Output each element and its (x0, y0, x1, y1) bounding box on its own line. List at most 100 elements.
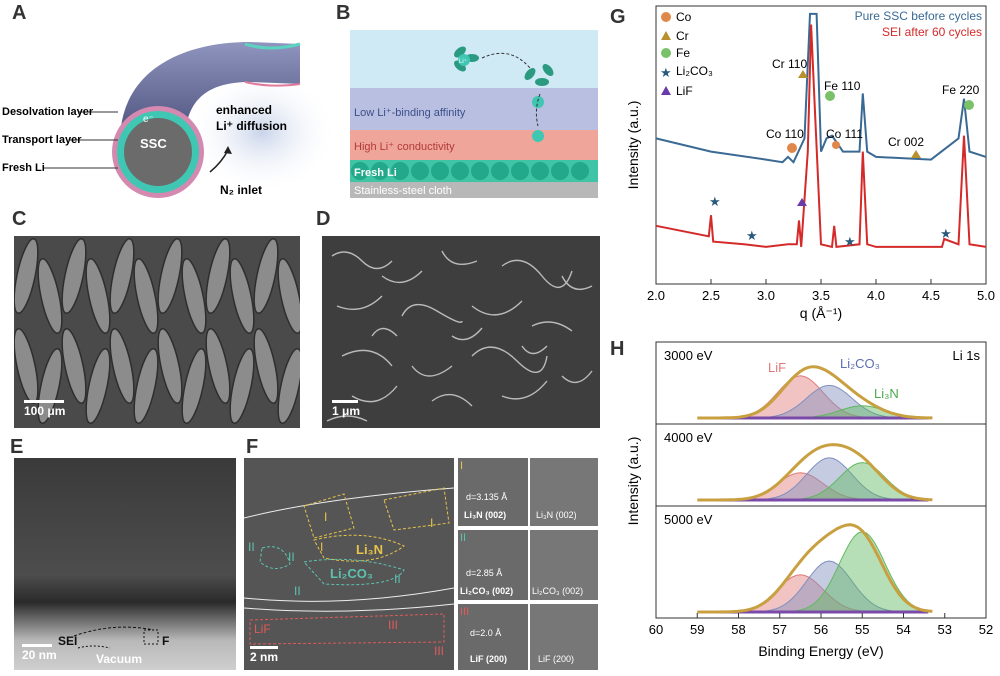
g-xtick-label: 3.5 (812, 288, 830, 303)
panel-e-scale-bar: 20 nm (22, 644, 57, 662)
lif-label: LiF (254, 622, 271, 636)
g-marker-lif (797, 198, 807, 206)
g-anno-cr002: Cr 002 (888, 135, 924, 149)
inset-plane-i: Li₃N (002) (464, 510, 507, 520)
g-marker-star-1: ★ (709, 194, 721, 209)
panel-c-sem-image: 100 μm (14, 236, 300, 428)
g-legend-star: ★ (660, 65, 672, 80)
region-iii-label-2: III (434, 644, 445, 658)
g-anno-fe110: Fe 110 (824, 79, 861, 93)
g-xtick-label: 5.0 (977, 288, 995, 303)
g-legend-cr: Cr (676, 29, 689, 43)
h-xtick-label: 60 (649, 622, 663, 637)
h-comp-li2co3: Li₂CO₃ (840, 356, 880, 371)
li2co3-label: Li₂CO₃ (330, 566, 373, 581)
h-xtick-label: 57 (773, 622, 787, 637)
region-i-label-2: I (430, 516, 434, 530)
li3n-label: Li₃N (356, 542, 383, 557)
g-xtick-label: 3.0 (757, 288, 775, 303)
g-legend-li2co3: Li₂CO₃ (676, 64, 713, 78)
g-marker-star-3: ★ (844, 234, 856, 249)
fresh-li-label: Fresh Li (2, 162, 45, 174)
inset-plane-ii: Li₂CO₃ (002) (460, 586, 514, 596)
h-envelope-fit (697, 365, 933, 420)
h-ylabel: Intensity (a.u.) (625, 437, 641, 526)
f-region-label: F (162, 634, 170, 648)
inset-roman-i: I (460, 460, 464, 472)
panel-h-chart: 60 59 58 57 56 55 54 53 52 3000 eV 4000 eV 5000 … (625, 341, 993, 659)
g-anno-cr110: Cr 110 (772, 57, 807, 71)
inset-fft-i: Li₃N (002) (530, 458, 598, 526)
inset-fft-iii: LiF (200) (530, 604, 598, 670)
ssc-label: SSC (140, 136, 167, 151)
transport-label: Transport layer (2, 134, 82, 146)
panel-letter-d: D (316, 208, 331, 230)
inset-d-spacing-iii: d=2.0 Å (470, 628, 502, 638)
inset-fft-label-iii: LiF (200) (538, 654, 575, 664)
region-ii-label-4: II (394, 572, 401, 586)
panel-b-schematic: Li⁺ Low Li⁺-binding affinity High Li⁺ co… (350, 30, 598, 198)
inset-roman-ii: II (460, 532, 467, 544)
inset-plane-iii: LiF (200) (470, 654, 508, 664)
inset-lattice-i: I d=3.135 Å Li₃N (002) (458, 458, 528, 526)
inset-fft-ii: Li₂CO₃ (002) (530, 530, 598, 600)
region-ii-label-2: II (288, 550, 295, 564)
panel-letter-g: G (610, 6, 626, 28)
h-comp-lif: LiF (768, 360, 786, 375)
inset-fft-label-ii: Li₂CO₃ (002) (532, 586, 584, 596)
inset-d-spacing-ii: d=2.85 Å (466, 568, 503, 578)
region-i-label-1: I (324, 510, 328, 524)
inset-roman-iii: III (460, 606, 470, 618)
inset-lattice-ii: II d=2.85 Å Li₂CO₃ (002) (458, 530, 528, 600)
g-xtick-label: 2.0 (647, 288, 665, 303)
h-xlabel: Binding Energy (eV) (758, 643, 883, 659)
g-anno-fe220: Fe 220 (942, 83, 980, 97)
h-xtick-label: 52 (979, 622, 993, 637)
electron-label: e⁻ (143, 114, 154, 125)
vacuum-label: Vacuum (96, 652, 143, 666)
g-anno-co111: Co 111 (826, 127, 863, 141)
panel-letter-a: A (12, 2, 27, 24)
h-comp-li3n: Li₃N (874, 386, 899, 401)
panel-f-scale-bar: 2 nm (250, 646, 278, 664)
g-anno-co110: Co 110 (766, 127, 804, 141)
h-xtick-label: 58 (731, 622, 745, 637)
h-envelope-fit (697, 523, 933, 614)
n2-inlet-label: N₂ inlet (220, 183, 262, 197)
inset-lattice-iii: III d=2.0 Å LiF (200) (458, 604, 528, 670)
g-marker-star-4: ★ (940, 226, 952, 241)
panel-letter-h: H (610, 338, 625, 360)
h-xtick-label: 54 (896, 622, 910, 637)
g-series-line-0 (655, 12, 987, 164)
h-xtick-label: 53 (938, 622, 952, 637)
low-affinity-label: Low Li⁺-binding affinity (354, 107, 466, 119)
panel-d-sem-image: 1 μm (322, 236, 600, 428)
g-legend-fe: Fe (676, 46, 690, 60)
g-xlabel: q (Å⁻¹) (800, 305, 842, 321)
g-series-blue-label: Pure SSC before cycles (855, 9, 982, 23)
g-xtick-label: 2.5 (702, 288, 720, 303)
h-xtick-label: 55 (855, 622, 869, 637)
h-li1s-label: Li 1s (953, 348, 981, 363)
li-ion-label: Li⁺ (459, 58, 467, 65)
inset-d-spacing-i: d=3.135 Å (466, 492, 508, 502)
region-iii-label-1: III (388, 618, 399, 632)
h-energy-4000: 4000 eV (664, 430, 713, 445)
h-xtick-label: 59 (690, 622, 704, 637)
enhanced-label: enhanced (216, 103, 272, 117)
sei-label: SEI (58, 634, 78, 648)
panel-a-schematic: SSC e⁻ Desolvation layer Transport layer… (2, 42, 330, 198)
g-series-red-label: SEI after 60 cycles (882, 25, 982, 39)
panel-g-chart: 2.0 2.5 3.0 3.5 4.0 4.5 5.0 Co Cr Fe ★ Li₂CO₃ L… (625, 5, 995, 321)
panel-letter-b: B (336, 2, 351, 24)
diffusion-label: Li⁺ diffusion (216, 119, 287, 133)
inset-fft-label-i: Li₃N (002) (536, 510, 577, 520)
panel-letter-c: C (12, 208, 27, 230)
g-ylabel: Intensity (a.u.) (625, 101, 641, 190)
g-marker-star-2: ★ (746, 228, 758, 243)
panel-e-tem-image: SEI Vacuum F 20 nm (14, 458, 236, 670)
panel-f-hrtem-image: I I I Li₃N II II Li₂CO₃ II II LiF III II… (244, 458, 454, 670)
desolvation-label: Desolvation layer (2, 106, 94, 118)
g-xtick-label: 4.0 (867, 288, 885, 303)
h-xtick-label: 56 (814, 622, 828, 637)
